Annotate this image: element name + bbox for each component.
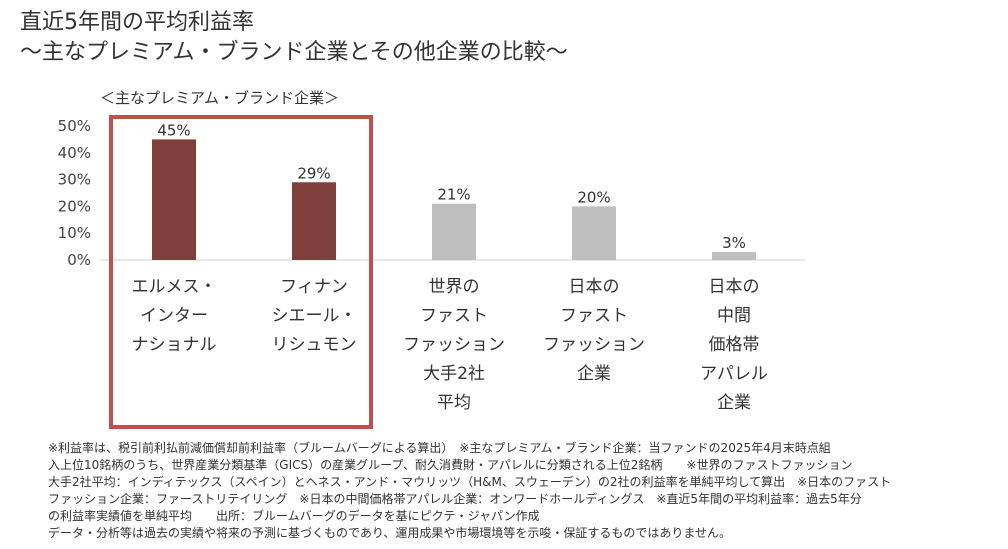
chart-title-line1: 直近5年間の平均利益率 [20, 10, 254, 35]
category-label: フィナン シエール・ リシュモン [271, 277, 357, 355]
footnote-line: の利益率実績値を単純平均 出所：ブルームバーグのデータを基にピクテ・ジャパン作成 [48, 509, 540, 523]
category-label: 日本の ファスト ファッション 企業 [543, 277, 645, 384]
bar [572, 206, 616, 260]
footnote: ※利益率は、税引前利払前減価償却前利益率（ブルームバーグによる算出） ※主なプレ… [48, 440, 988, 542]
chart-title: 直近5年間の平均利益率 〜主なプレミアム・ブランド企業とその他企業の比較〜 [20, 8, 568, 68]
bars [152, 139, 756, 260]
y-tick-label: 10% [58, 224, 91, 242]
category-label: エルメス・ インター ナショナル [131, 277, 217, 355]
category-label: 世界の ファスト ファッション 大手2社 平均 [403, 277, 505, 413]
group-label: ＜主なプレミアム・ブランド企業＞ [100, 89, 339, 107]
y-tick-label: 30% [58, 171, 91, 189]
y-axis: 0% 10% 20% 30% 40% 50% [58, 117, 91, 269]
premium-brand-highlight-box [109, 115, 373, 429]
data-labels: 45% 29% 21% 20% 3% [157, 121, 746, 252]
data-label: 29% [297, 164, 330, 182]
footnote-line: ファッション企業：ファーストリテイリング ※日本の中間価格帯アパレル企業：オンワ… [48, 492, 862, 506]
data-label: 20% [577, 188, 610, 206]
category-label: 日本の 中間 価格帯 アパレル 企業 [700, 277, 768, 413]
y-tick-label: 0% [67, 251, 91, 269]
bar [712, 251, 756, 260]
data-label: 21% [437, 186, 470, 204]
y-tick-label: 50% [58, 117, 91, 135]
bar [432, 203, 476, 260]
footnote-line: ※利益率は、税引前利払前減価償却前利益率（ブルームバーグによる算出） ※主なプレ… [48, 441, 831, 455]
footnote-line: データ・分析等は過去の実績や将来の予測に基づくものであり、運用成果や市場環境等を… [48, 526, 732, 540]
data-label: 45% [157, 121, 190, 139]
data-label: 3% [722, 234, 746, 252]
bar [152, 139, 196, 260]
bar-chart: 0% 10% 20% 30% 40% 50% 45% 29% 21% 20% 3% [58, 117, 805, 269]
bar [292, 182, 336, 260]
y-tick-label: 20% [58, 197, 91, 215]
footnote-line: 入上位10銘柄のうち、世界産業分類基準（GICS）の産業グループ、耐久消費財・ア… [48, 458, 853, 472]
chart-title-line2: 〜主なプレミアム・ブランド企業とその他企業の比較〜 [20, 40, 568, 65]
footnote-line: 大手2社平均：インディテックス（スペイン）とヘネス・アンド・マウリッツ（H&M、… [48, 475, 892, 489]
y-tick-label: 40% [58, 144, 91, 162]
